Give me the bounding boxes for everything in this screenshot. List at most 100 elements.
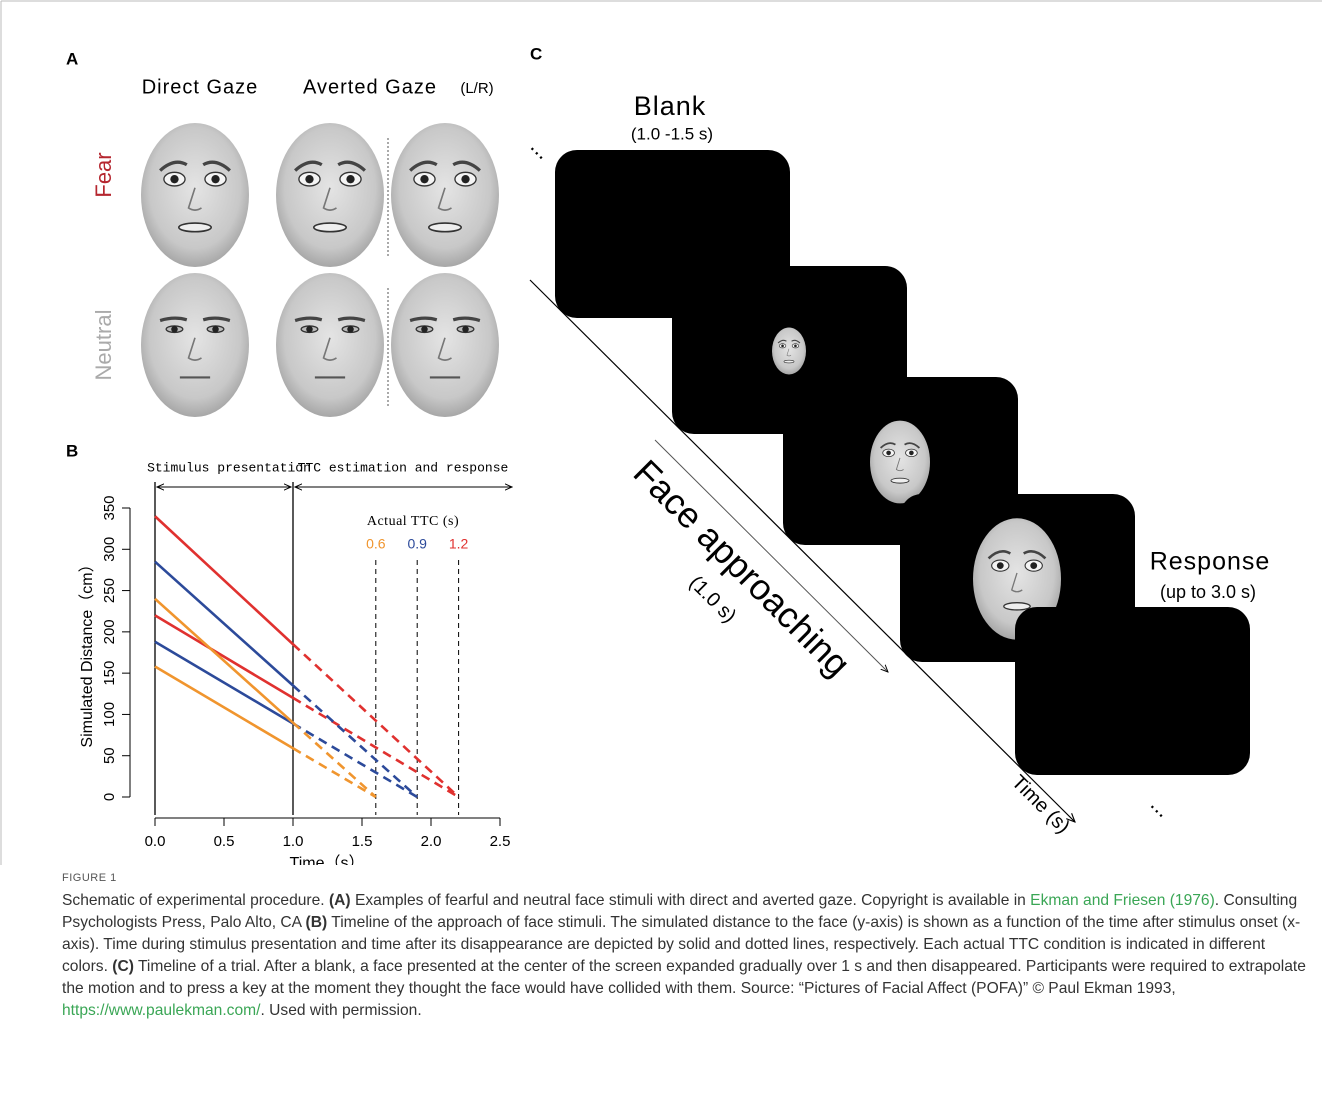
- pupil: [171, 326, 178, 333]
- face-oval: [276, 123, 384, 267]
- phase-label: Stimulus presentation: [147, 460, 311, 475]
- y-tick-label: 0: [101, 793, 118, 801]
- y-tick-label: 300: [101, 537, 118, 562]
- pupil: [170, 175, 178, 183]
- phase-duration: (1.0 -1.5 s): [631, 124, 713, 143]
- caption-segment: (B): [306, 914, 328, 931]
- face-oval: [141, 123, 249, 267]
- figure-label: FIGURE 1: [62, 872, 1307, 884]
- pupil: [886, 451, 891, 456]
- y-tick-label: 350: [101, 495, 118, 520]
- ttc-label: 1.2: [449, 536, 469, 552]
- caption: FIGURE 1 Schematic of experimental proce…: [62, 872, 1307, 1022]
- panel-label: C: [530, 44, 542, 63]
- panel-label: A: [66, 49, 78, 68]
- face: [276, 123, 384, 267]
- phase-title: Blank: [634, 91, 707, 121]
- figure: A Direct Gaze Averted Gaze (L/R) Fear Ne…: [0, 0, 1322, 865]
- y-tick-label: 100: [101, 702, 118, 727]
- x-tick-label: 2.0: [421, 833, 442, 850]
- x-tick-label: 0.5: [214, 833, 235, 850]
- face-oval: [276, 273, 384, 417]
- face: [772, 328, 806, 375]
- phase-duration: (up to 3.0 s): [1160, 582, 1256, 602]
- mouth: [784, 360, 794, 363]
- y-tick-label: 50: [101, 747, 118, 764]
- panel-label: B: [66, 441, 78, 460]
- face-oval: [870, 421, 930, 504]
- y-tick-label: 150: [101, 661, 118, 686]
- y-tick-label: 200: [101, 619, 118, 644]
- axis-label: Time (s): [1007, 771, 1074, 838]
- pupil: [781, 345, 784, 348]
- column-header: Direct Gaze: [142, 76, 259, 98]
- reference-link[interactable]: Ekman and Friesen (1976): [1030, 892, 1215, 909]
- mouth: [314, 223, 346, 232]
- caption-segment: Examples of fearful and neutral face sti…: [351, 892, 1031, 909]
- face: [276, 273, 384, 417]
- pupil: [794, 345, 797, 348]
- figure-page: A Direct Gaze Averted Gaze (L/R) Fear Ne…: [0, 0, 1322, 1103]
- solid-line: [155, 599, 293, 723]
- y-axis-label: Simulated Distance（cm）: [78, 556, 96, 747]
- pupil: [212, 326, 219, 333]
- face: [870, 421, 930, 504]
- x-tick-label: 1.0: [283, 833, 304, 850]
- dashed-line: [293, 644, 459, 797]
- face-oval: [772, 328, 806, 375]
- y-tick-label: 250: [101, 578, 118, 603]
- dashed-line: [293, 698, 459, 797]
- pupil: [421, 326, 428, 333]
- x-tick-label: 1.5: [352, 833, 373, 850]
- face: [391, 123, 499, 267]
- caption-segment: Schematic of experimental procedure.: [62, 892, 329, 909]
- face-stimuli: [141, 123, 499, 417]
- mouth: [1004, 603, 1030, 610]
- pupil: [1030, 562, 1037, 569]
- face-oval: [391, 273, 499, 417]
- pupil: [909, 451, 914, 456]
- solid-line: [155, 615, 293, 698]
- mouth: [891, 478, 909, 483]
- phase-label: TTC estimation and response: [298, 460, 509, 475]
- face: [391, 273, 499, 417]
- ttc-label: 0.9: [407, 536, 427, 552]
- pupil: [211, 175, 219, 183]
- face-oval: [391, 123, 499, 267]
- dashed-line: [293, 748, 376, 797]
- x-tick-label: 0.0: [145, 833, 166, 850]
- ttc-label: 0.6: [366, 536, 386, 552]
- pupil: [347, 326, 354, 333]
- pupil: [346, 175, 354, 183]
- ellipsis: ...: [1146, 791, 1177, 822]
- mouth: [429, 223, 461, 232]
- row-header: Neutral: [91, 310, 116, 381]
- pupil: [461, 175, 469, 183]
- solid-line: [155, 667, 293, 749]
- dashed-line: [293, 723, 376, 797]
- caption-segment: (A): [329, 892, 351, 909]
- face: [141, 123, 249, 267]
- mouth: [179, 223, 211, 232]
- screen: [1015, 607, 1250, 775]
- face-oval: [141, 273, 249, 417]
- caption-segment: Timeline of a trial. After a blank, a fa…: [62, 958, 1306, 997]
- solid-line: [155, 642, 293, 724]
- column-header: Averted Gaze: [303, 76, 437, 98]
- pupil: [305, 175, 313, 183]
- source-link[interactable]: https://www.paulekman.com/: [62, 1002, 260, 1019]
- annotation: Actual TTC (s): [367, 514, 459, 529]
- pupil: [997, 562, 1004, 569]
- caption-text: Schematic of experimental procedure. (A)…: [62, 890, 1307, 1022]
- row-header: Fear: [91, 152, 116, 197]
- caption-segment: . Used with permission.: [260, 1002, 421, 1019]
- pupil: [420, 175, 428, 183]
- phase-title: Response: [1150, 548, 1271, 576]
- caption-segment: (C): [112, 958, 134, 975]
- pupil: [306, 326, 313, 333]
- pupil: [462, 326, 469, 333]
- x-axis-label: Time（s）: [290, 854, 365, 865]
- ellipsis: ...: [526, 133, 557, 164]
- face: [141, 273, 249, 417]
